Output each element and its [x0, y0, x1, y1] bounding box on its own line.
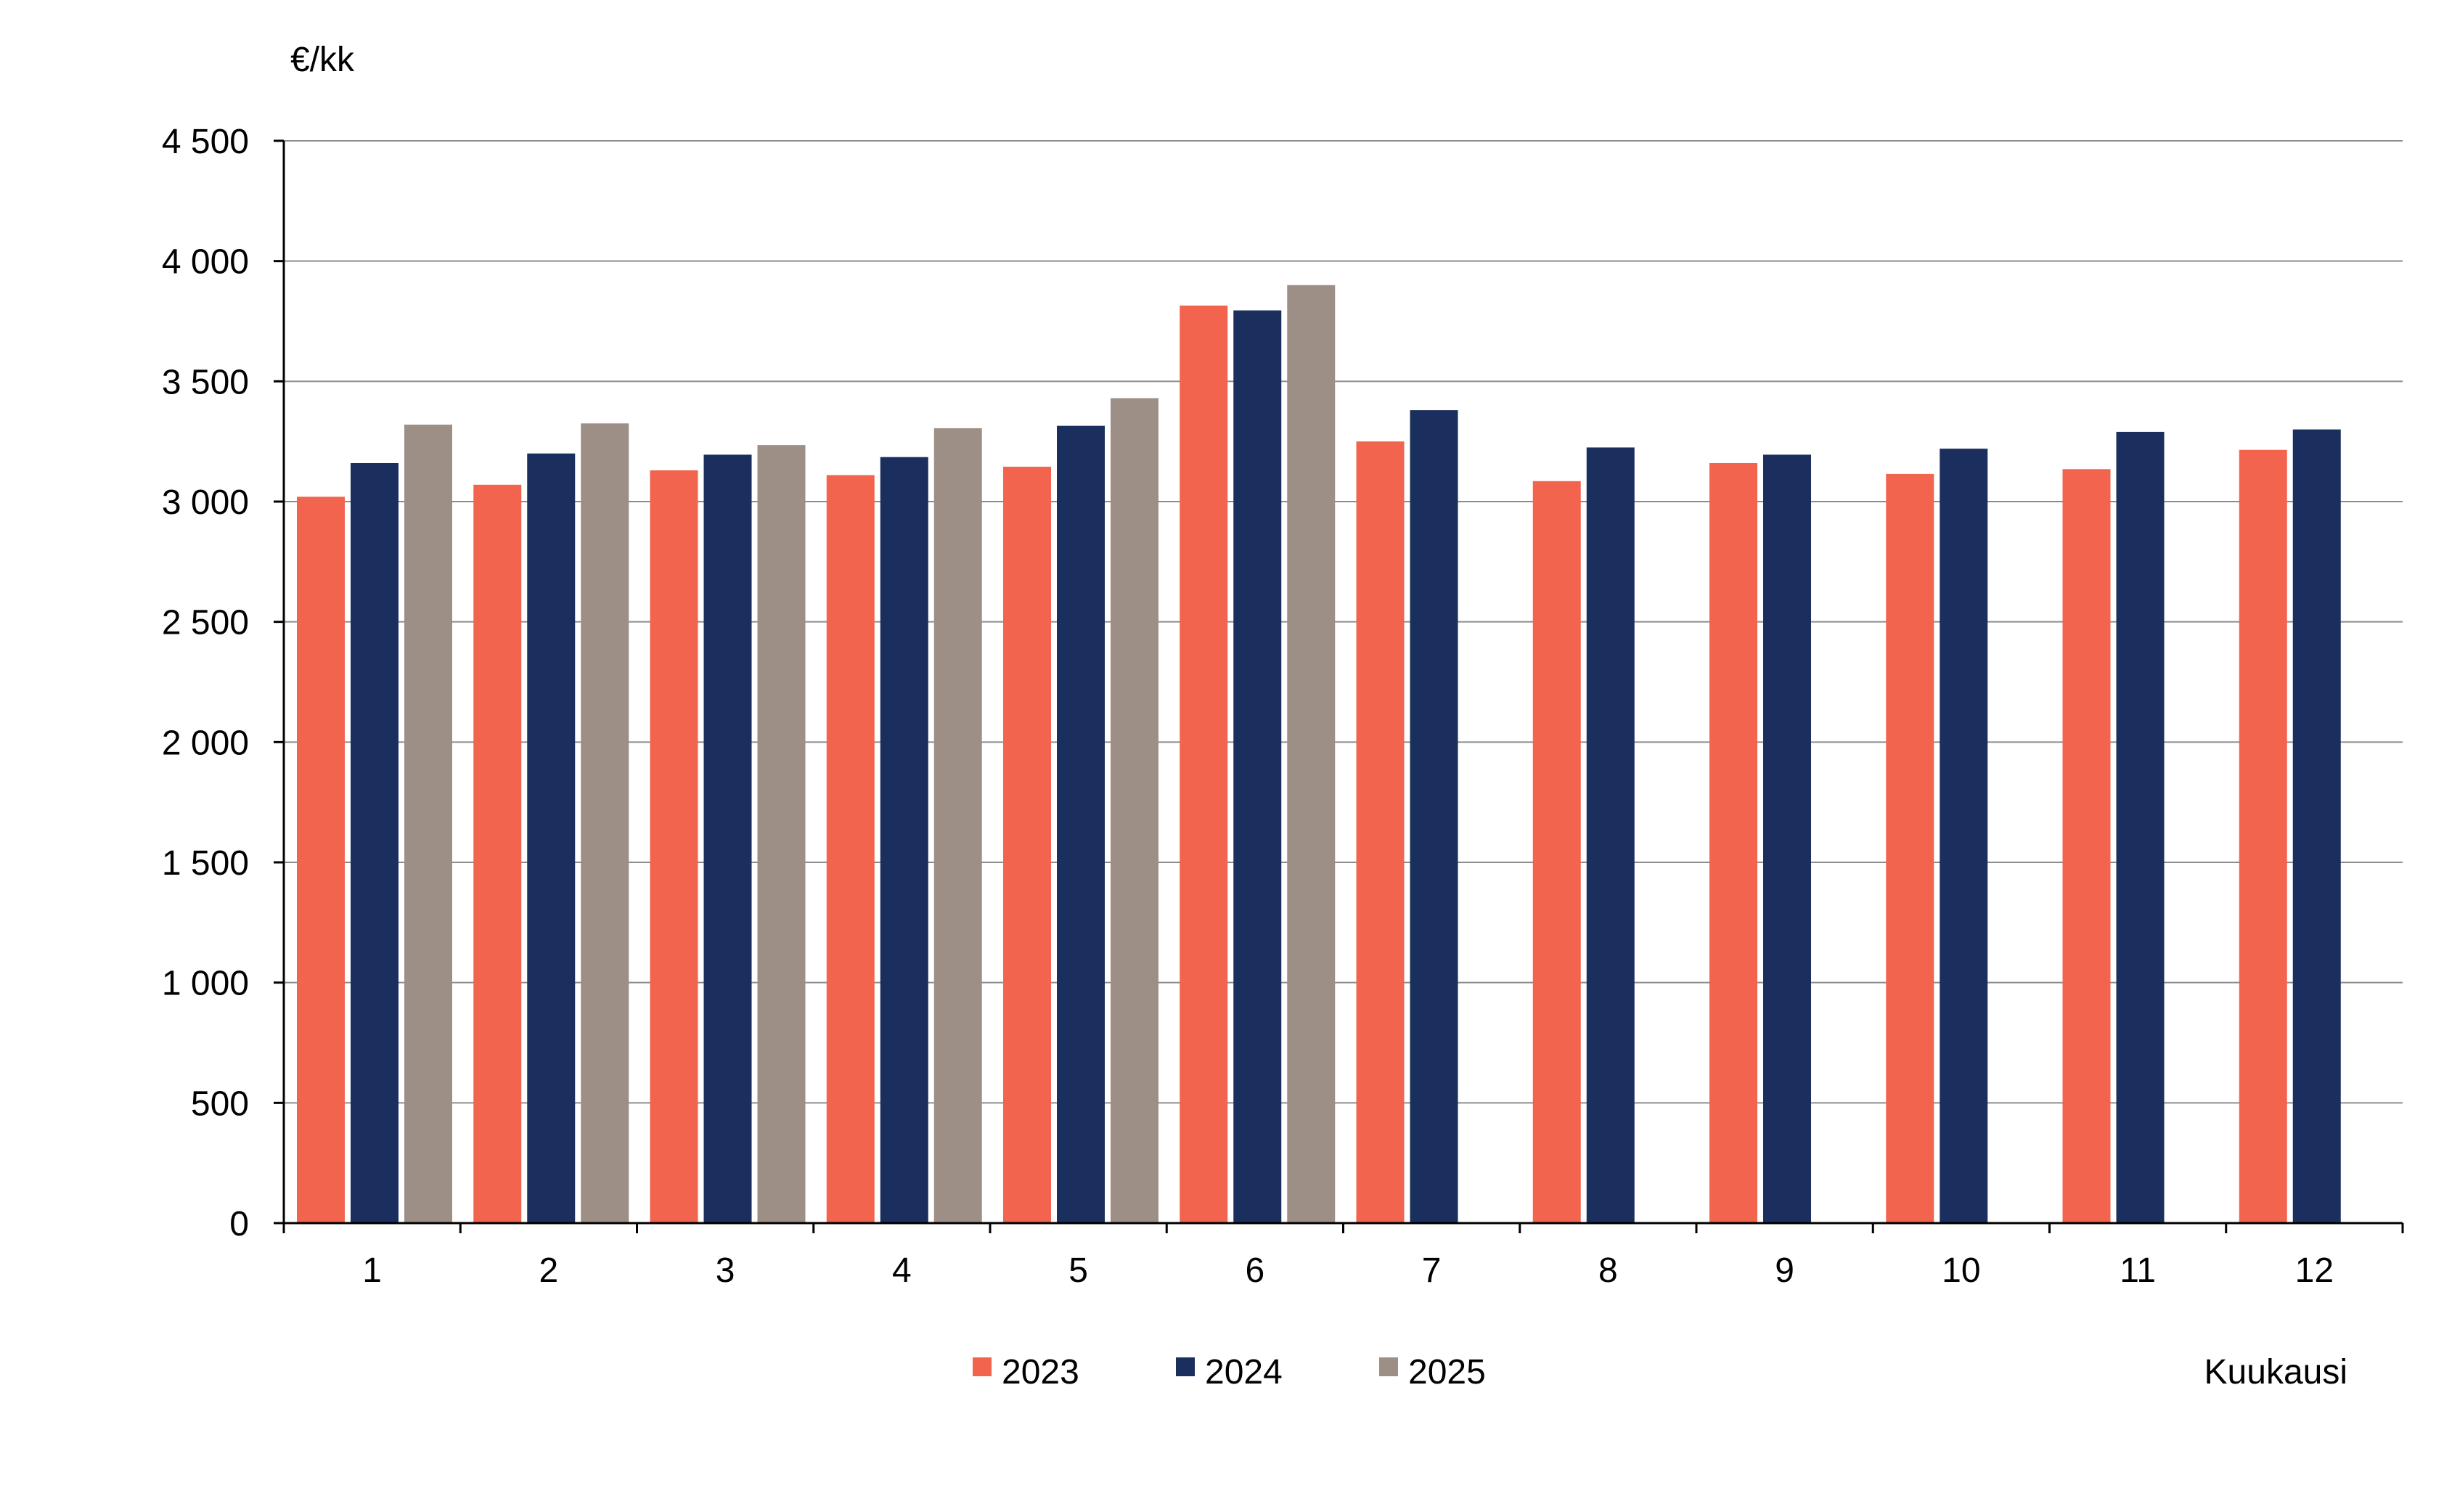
- y-axis-unit-label: €/kk: [290, 41, 355, 79]
- y-tick-label: 1 500: [162, 844, 249, 883]
- bar-2024-8: [1586, 447, 1635, 1224]
- x-tick-label: 1: [362, 1251, 382, 1290]
- bar-2023-2: [473, 484, 522, 1223]
- bar-2024-11: [2116, 431, 2165, 1223]
- bar-2024-5: [1057, 425, 1105, 1223]
- bar-2023-7: [1356, 441, 1405, 1223]
- bar-2023-8: [1532, 481, 1581, 1223]
- bar-2024-12: [2292, 429, 2341, 1223]
- x-tick-label: 6: [1246, 1251, 1265, 1290]
- x-tick-label: 4: [892, 1251, 912, 1290]
- bar-2023-10: [1886, 473, 1934, 1223]
- bar-2023-9: [1709, 462, 1757, 1223]
- bar-2023-6: [1180, 305, 1228, 1223]
- y-tick-label: 3 500: [162, 363, 249, 401]
- axes: 0 500 1 000 1 500 2 000 2 500 3 000 3 500 4 000 4…: [162, 123, 2404, 1290]
- bar-2025-5: [1111, 398, 1158, 1224]
- bar-2025-6: [1287, 285, 1336, 1223]
- bar-2025-2: [581, 423, 629, 1223]
- bar-2024-4: [880, 457, 928, 1223]
- bar-2025-3: [757, 445, 806, 1223]
- bar-2023-3: [650, 470, 698, 1223]
- y-tick-label: 3 000: [162, 483, 249, 522]
- x-tick-label: 11: [2120, 1251, 2156, 1290]
- x-tick-label: 8: [1598, 1251, 1618, 1290]
- grid-lines: [284, 140, 2403, 1104]
- bar-2024-2: [527, 453, 576, 1223]
- bar-2023-5: [1003, 466, 1051, 1223]
- y-tick-label: 4 500: [162, 123, 249, 161]
- bar-2025-4: [933, 428, 982, 1223]
- bar-2025-1: [404, 424, 452, 1223]
- legend-swatch-2025: [1379, 1357, 1398, 1376]
- x-tick-label: 9: [1775, 1251, 1794, 1290]
- bars: [297, 285, 2341, 1224]
- bar-2023-12: [2239, 449, 2287, 1223]
- labels: €/kk Kuukausi: [290, 41, 2347, 1392]
- x-tick-label: 10: [1942, 1251, 1980, 1290]
- x-tick-label: 2: [539, 1251, 559, 1290]
- y-tick-label: 2 500: [162, 604, 249, 642]
- y-tick-label: 500: [191, 1084, 249, 1123]
- bar-2023-4: [826, 475, 875, 1223]
- legend-label-2023: 2023: [1002, 1353, 1079, 1392]
- legend-swatch-2023: [973, 1357, 992, 1376]
- x-axis-label: Kuukausi: [2204, 1353, 2347, 1392]
- bar-2024-9: [1763, 454, 1811, 1223]
- bar-2024-10: [1940, 449, 1988, 1223]
- bar-2024-1: [351, 462, 399, 1223]
- bar-2023-1: [297, 496, 345, 1223]
- y-tick-label: 0: [229, 1205, 249, 1243]
- bar-2024-7: [1410, 410, 1458, 1224]
- x-tick-label: 3: [716, 1251, 735, 1290]
- bar-2024-3: [703, 454, 752, 1223]
- legend: 2023 2024 2025: [973, 1353, 1486, 1392]
- x-tick-label: 7: [1422, 1251, 1442, 1290]
- y-tick-label: 4 000: [162, 243, 249, 282]
- bar-2024-6: [1233, 310, 1282, 1224]
- bar-2023-11: [2062, 469, 2111, 1223]
- x-tick-label: 12: [2295, 1251, 2334, 1290]
- legend-label-2025: 2025: [1408, 1353, 1486, 1392]
- y-tick-label: 2 000: [162, 724, 249, 762]
- x-tick-label: 5: [1068, 1251, 1088, 1290]
- legend-swatch-2024: [1176, 1357, 1195, 1376]
- legend-label-2024: 2024: [1205, 1353, 1283, 1392]
- y-tick-label: 1 000: [162, 965, 249, 1003]
